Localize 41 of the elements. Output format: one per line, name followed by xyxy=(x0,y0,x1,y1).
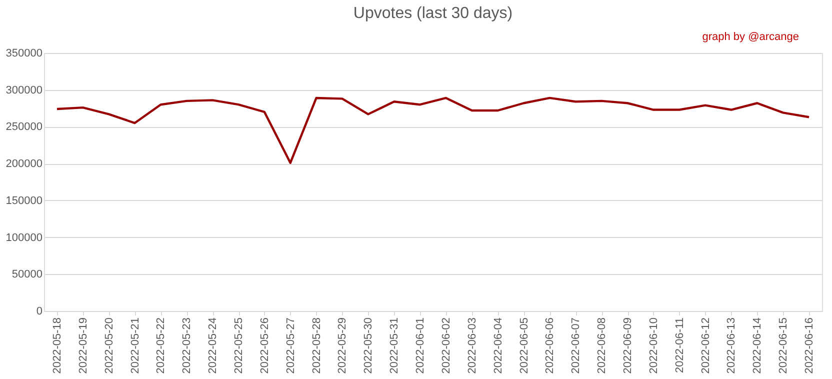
chart-title: Upvotes (last 30 days) xyxy=(353,5,513,22)
x-tick-label: 2022-06-15 xyxy=(778,318,790,374)
x-tick-label: 2022-06-05 xyxy=(518,318,530,374)
x-tick-label: 2022-06-16 xyxy=(804,318,816,374)
x-tick-label: 2022-05-21 xyxy=(129,318,142,374)
y-tick-label: 50000 xyxy=(12,268,42,281)
x-tick-label: 2022-06-07 xyxy=(570,318,582,374)
x-tick-label: 2022-06-14 xyxy=(752,318,764,374)
x-tick-label: 2022-05-24 xyxy=(207,318,220,374)
x-tick-label: 2022-05-19 xyxy=(77,318,90,374)
x-tick-label: 2022-06-11 xyxy=(674,318,686,373)
line-series xyxy=(56,96,810,164)
x-tick-label: 2022-05-28 xyxy=(310,318,323,374)
y-tick-label: 250000 xyxy=(6,121,42,134)
x-tick-label: 2022-06-12 xyxy=(700,318,712,374)
x-tick-label: 2022-05-25 xyxy=(233,318,245,374)
x-tick-label: 2022-05-29 xyxy=(336,318,349,374)
y-tick-label: 150000 xyxy=(6,194,42,207)
x-tick-label: 2022-06-04 xyxy=(492,318,504,374)
x-tick-label: 2022-06-06 xyxy=(544,318,556,374)
x-tick-label: 2022-05-22 xyxy=(155,318,168,374)
x-tick-label: 2022-06-02 xyxy=(440,318,452,374)
x-tick-label: 2022-05-20 xyxy=(103,318,116,374)
x-tick-label: 2022-05-23 xyxy=(181,318,194,374)
x-tick-label: 2022-05-30 xyxy=(362,318,375,374)
x-tick-label: 2022-05-18 xyxy=(51,318,64,374)
x-tick-label: 2022-06-09 xyxy=(622,318,634,374)
y-tick-label: 350000 xyxy=(6,48,42,60)
x-tick-label: 2022-05-26 xyxy=(258,318,271,374)
x-tick-label: 2022-06-13 xyxy=(726,318,738,374)
text: graph by @arcange xyxy=(702,31,799,43)
y-tick-label: 200000 xyxy=(6,158,42,170)
x-tick-label: 2022-06-10 xyxy=(648,318,660,374)
y-tick-label: 0 xyxy=(36,306,42,318)
y-tick-label: 300000 xyxy=(6,84,42,96)
x-tick-label: 2022-06-01 xyxy=(414,318,427,374)
x-tick-label: 2022-06-08 xyxy=(596,318,608,374)
x-tick-label: 2022-05-31 xyxy=(388,318,401,374)
x-tick-label: 2022-06-03 xyxy=(466,318,478,374)
x-tick-label: 2022-05-27 xyxy=(284,318,297,374)
y-tick-label: 100000 xyxy=(6,232,42,244)
